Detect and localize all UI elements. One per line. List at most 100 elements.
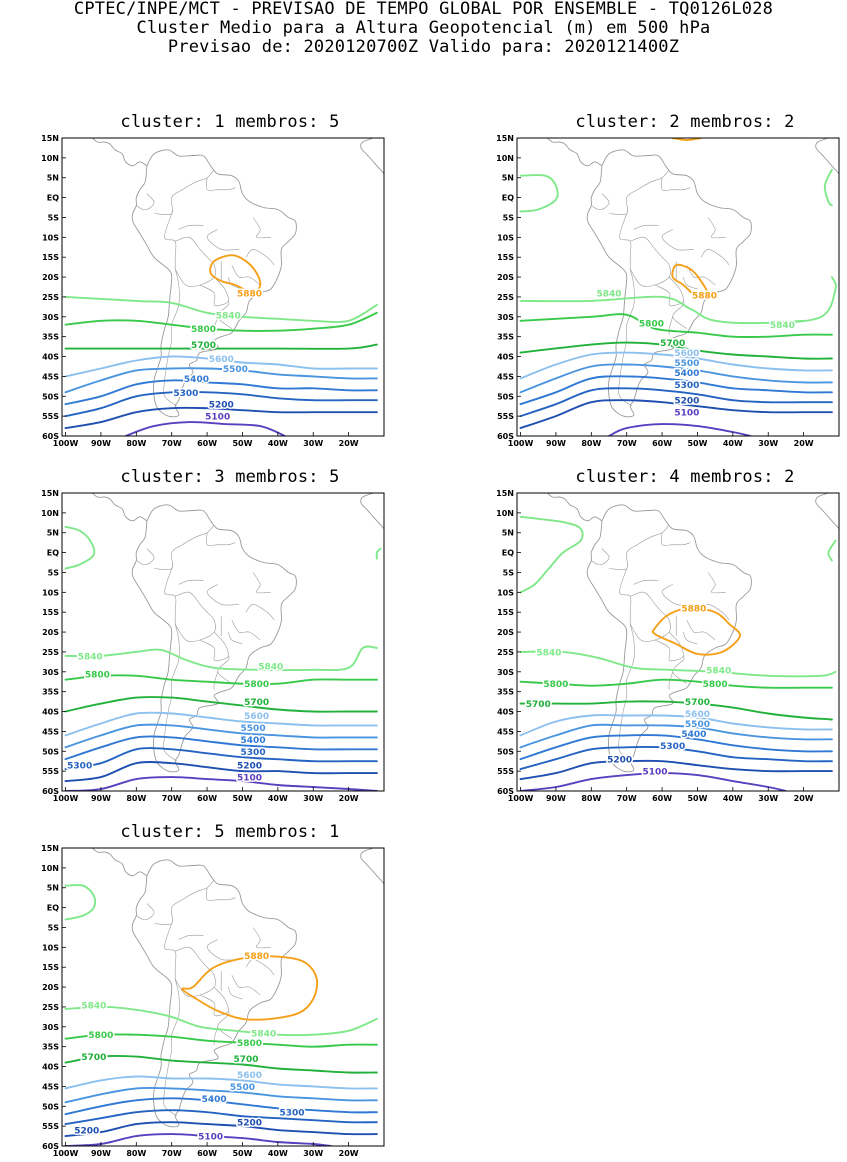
contour-label-5800: 5800 [639,319,664,329]
contour-line-5100 [64,1133,332,1146]
lon-tick-label: 90W [546,794,566,803]
country-border [672,655,687,684]
lon-tick-label: 60W [652,794,672,803]
lat-tick-label: 40S [42,708,59,717]
contour-line-5840 [519,276,837,325]
lon-tick-label: 60W [197,794,217,803]
lat-tick-label: 30S [497,668,514,677]
contour-line-5300 [64,390,378,418]
lat-tick-label: 60S [42,1142,59,1151]
contour-label-5840: 5840 [770,321,795,331]
panel-title: cluster: 2 membros: 2 [575,112,795,132]
coastline-south-america [131,149,297,418]
contour-label-5300: 5300 [67,762,92,772]
country-border [618,624,635,762]
country-border [178,224,204,230]
country-border [206,177,236,191]
contour-line-5840 [823,168,833,207]
lon-tick-label: 50W [232,1149,252,1158]
lat-tick-label: 20S [497,628,514,637]
contour-line-5500 [64,367,378,394]
lat-tick-label: 15N [41,489,59,498]
contour-label-5800: 5800 [703,680,728,690]
contour-label-5100: 5100 [642,768,667,778]
contour-label-5700: 5700 [660,339,685,349]
contour-line-5700 [519,700,833,721]
country-border [686,619,716,641]
lat-tick-label: 30S [42,313,59,322]
contour-line-5880 [671,138,702,141]
contour-line-5500 [519,363,833,394]
coastline-africa [360,848,384,885]
contour-line-5600 [64,1075,378,1090]
lat-tick-label: 25S [497,293,514,302]
contour-line-5100 [608,423,752,436]
contour-line-5400 [519,734,833,761]
lon-tick-label: 40W [268,1149,288,1158]
lat-tick-label: 25S [42,648,59,657]
contour-line-5400 [64,379,378,406]
contour-label-5200: 5200 [674,397,699,407]
coastline-south-america [586,504,752,773]
contour-line-5300 [64,747,378,771]
lat-tick-label: 10S [42,943,59,952]
contour-label-5200: 5200 [607,756,632,766]
contour-label-5880: 5880 [681,605,706,615]
contour-line-5840 [827,539,837,562]
contour-line-5300 [64,1109,378,1126]
lat-tick-label: 15N [496,134,514,143]
contour-label-5800: 5800 [88,1031,113,1041]
coastline-caribbean [577,138,579,139]
lat-tick-label: 10N [41,154,59,163]
contour-label-5800: 5800 [85,670,110,680]
contour-label-5500: 5500 [230,1083,255,1093]
lon-tick-label: 80W [126,794,146,803]
contour-line-5840 [64,295,378,323]
contour-line-5200 [64,406,378,430]
coastline-central-america [546,493,603,522]
lon-tick-label: 20W [794,794,814,803]
lat-tick-label: 30S [497,313,514,322]
lon-tick-label: 80W [126,439,146,448]
contour-label-5840: 5840 [78,652,103,662]
contour-label-5500: 5500 [685,720,710,730]
lat-tick-label: 35S [497,333,514,342]
country-border [228,631,243,645]
lon-tick-label: 60W [197,439,217,448]
lat-tick-label: 10S [497,588,514,597]
lon-tick-label: 50W [232,439,252,448]
lat-tick-label: 50S [42,747,59,756]
country-border [206,532,236,546]
contour-line-5700 [64,343,378,350]
contour-line-5500 [64,723,378,749]
lon-tick-label: 70W [162,794,182,803]
lon-tick-label: 80W [581,794,601,803]
country-border [174,236,216,287]
contour-line-5600 [64,711,378,737]
contour-label-5400: 5400 [674,369,699,379]
lat-tick-label: 45S [42,372,59,381]
lon-tick-label: 20W [339,794,359,803]
country-border [153,879,215,925]
panel-title: cluster: 3 membros: 5 [120,467,340,487]
lat-tick-label: EQ [47,904,59,913]
lon-tick-label: 90W [91,794,111,803]
contour-line-5200 [519,399,833,430]
contour-label-5500: 5500 [674,359,699,369]
contour-label-5300: 5300 [660,742,685,752]
lat-tick-label: 25S [42,1003,59,1012]
contour-line-5600 [64,355,378,378]
lat-tick-label: 35S [42,688,59,697]
country-border [163,269,180,407]
lat-tick-label: 25S [497,648,514,657]
panel-title: cluster: 5 membros: 1 [120,822,340,842]
lat-tick-label: 35S [42,1043,59,1052]
lon-tick-label: 100W [53,439,79,448]
country-border [629,236,671,287]
country-border [245,248,275,266]
map-frame [61,492,385,792]
lat-tick-label: 60S [42,432,59,441]
lat-tick-label: 20S [42,273,59,282]
lon-tick-label: 100W [508,794,534,803]
contour-line-5840 [64,884,97,921]
